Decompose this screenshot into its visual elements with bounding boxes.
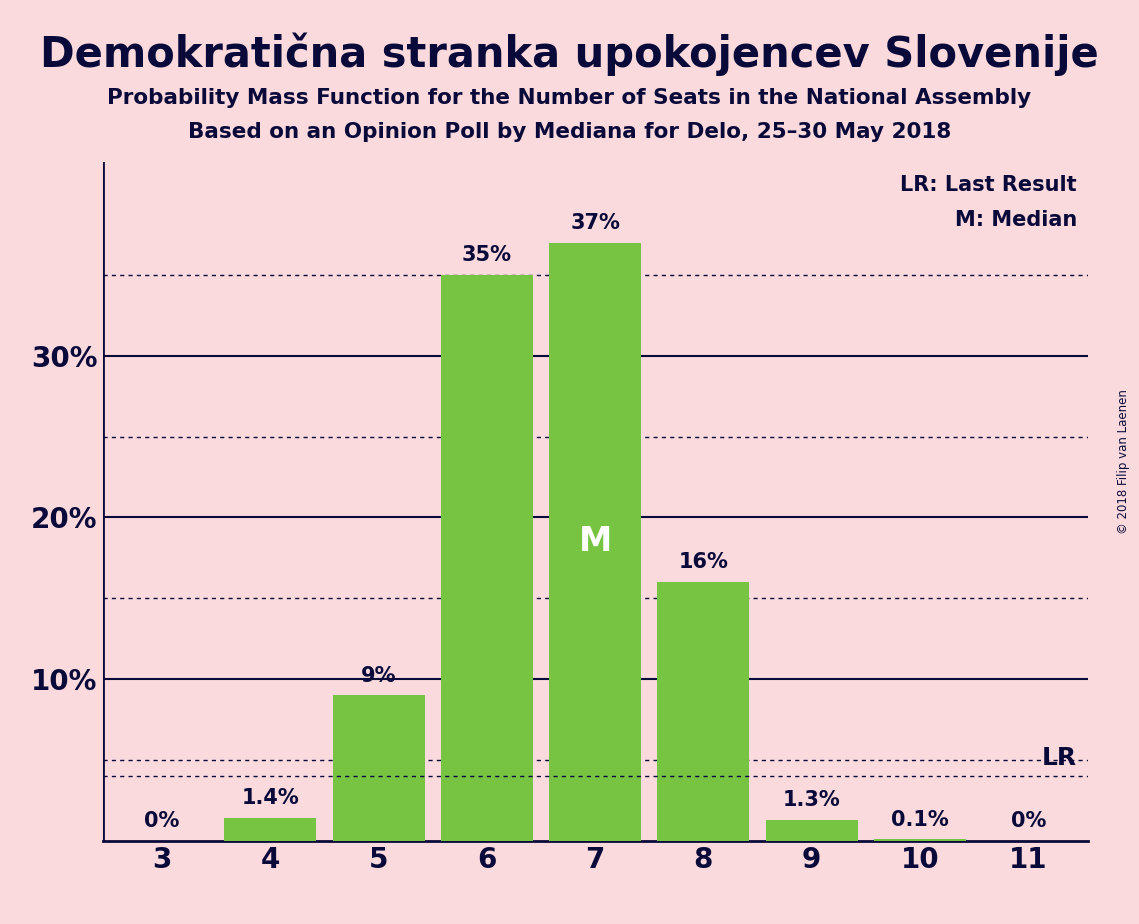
Text: 16%: 16% — [679, 553, 728, 573]
Text: M: M — [579, 525, 612, 558]
Text: 0%: 0% — [1010, 811, 1046, 832]
Bar — [657, 582, 749, 841]
Text: 35%: 35% — [461, 245, 511, 265]
Text: 1.4%: 1.4% — [241, 788, 300, 808]
Text: 0.1%: 0.1% — [891, 809, 949, 830]
Bar — [224, 819, 317, 841]
Text: 37%: 37% — [571, 213, 620, 233]
Text: © 2018 Filip van Laenen: © 2018 Filip van Laenen — [1117, 390, 1130, 534]
Text: M: Median: M: Median — [954, 211, 1076, 230]
Text: Probability Mass Function for the Number of Seats in the National Assembly: Probability Mass Function for the Number… — [107, 88, 1032, 108]
Text: LR: LR — [1042, 746, 1076, 770]
Bar — [765, 820, 858, 841]
Text: Demokratična stranka upokojencev Slovenije: Demokratična stranka upokojencev Sloveni… — [40, 32, 1099, 76]
Bar — [874, 839, 966, 841]
Text: 9%: 9% — [361, 665, 396, 686]
Bar — [333, 696, 425, 841]
Text: 1.3%: 1.3% — [782, 790, 841, 810]
Text: 0%: 0% — [145, 811, 180, 832]
Text: LR: Last Result: LR: Last Result — [900, 175, 1076, 195]
Bar — [549, 243, 641, 841]
Bar — [441, 275, 533, 841]
Text: Based on an Opinion Poll by Mediana for Delo, 25–30 May 2018: Based on an Opinion Poll by Mediana for … — [188, 122, 951, 142]
